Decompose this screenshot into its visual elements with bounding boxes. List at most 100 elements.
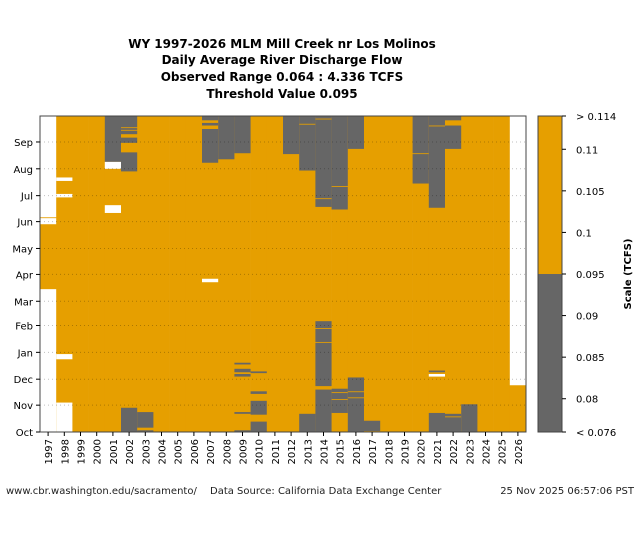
year-column-2016	[347, 116, 365, 432]
colorbar-tick-label: > 0.114	[576, 112, 616, 123]
below-threshold-period-2015	[331, 393, 349, 400]
year-column-2017	[364, 116, 381, 432]
year-column-2019	[396, 116, 413, 432]
colorbar-tick-label: 0.11	[576, 145, 598, 156]
missing-period-2001	[104, 205, 122, 213]
x-tick-label-2022: 2022	[449, 439, 460, 464]
x-tick-label-1999: 1999	[77, 439, 88, 464]
below-threshold-period-2002	[121, 130, 138, 135]
below-threshold-period-2013	[299, 124, 316, 171]
y-tick-label-Mar: Mar	[14, 297, 34, 308]
x-tick-label-2025: 2025	[498, 439, 509, 464]
year-column-2011	[266, 116, 284, 432]
below-threshold-period-2002	[121, 407, 138, 432]
below-threshold-period-2002	[121, 152, 138, 172]
year-column-2003	[137, 116, 154, 432]
y-tick-label-Nov: Nov	[13, 401, 33, 412]
year-column-2024	[477, 116, 494, 432]
below-threshold-period-2007	[202, 122, 219, 126]
x-tick-label-2015: 2015	[336, 439, 347, 464]
below-threshold-period-2017	[364, 420, 381, 432]
y-tick-label-Apr: Apr	[16, 270, 34, 281]
footer-url[interactable]: www.cbr.washington.edu/sacramento/	[6, 486, 197, 497]
colorbar-tick-label: 0.1	[576, 228, 592, 239]
below-threshold-period-2003	[137, 412, 154, 428]
below-threshold-period-2021	[428, 126, 446, 208]
below-threshold-period-2002	[121, 116, 138, 128]
x-tick-label-2005: 2005	[174, 439, 185, 464]
below-threshold-period-2022	[445, 417, 462, 432]
year-column-2013	[299, 116, 316, 432]
x-tick-label-2023: 2023	[465, 439, 476, 464]
colorbar-below	[538, 274, 562, 432]
colorbar: > 0.114 0.11 0.105 0.1 0.095 0.09 0.085 0.08 < 0…	[537, 112, 616, 439]
missing-period-2007	[202, 278, 219, 283]
footer-source: Data Source: California Data Exchange Ce…	[210, 486, 442, 497]
x-tick-label-2004: 2004	[158, 439, 169, 464]
x-tick-label-2013: 2013	[303, 439, 314, 464]
below-threshold-period-2021	[428, 370, 446, 373]
y-axis: Oct Nov Dec Jan Feb Mar Apr May Jun Jul Aug Sep	[12, 138, 40, 439]
missing-period-1997	[40, 116, 57, 218]
y-tick-label-Jul: Jul	[20, 192, 33, 203]
below-threshold-period-2015	[331, 399, 349, 413]
below-threshold-period-2009	[234, 412, 251, 414]
year-column-2023	[461, 116, 478, 432]
below-threshold-period-2014	[315, 199, 332, 207]
x-tick-label-2006: 2006	[190, 439, 201, 464]
year-column-2001	[104, 116, 122, 432]
chart-title: WY 1997-2026 MLM Mill Creek nr Los Molin…	[128, 37, 436, 101]
below-threshold-period-2020	[412, 116, 430, 154]
below-threshold-period-2016	[347, 392, 365, 398]
title-line-2: Daily Average River Discharge Flow	[162, 53, 403, 67]
below-threshold-period-2014	[315, 389, 332, 432]
missing-period-1997	[40, 289, 57, 432]
year-column-2018	[380, 116, 397, 432]
x-tick-label-2020: 2020	[417, 439, 428, 464]
below-threshold-period-2022	[445, 116, 462, 121]
colorbar-tick-label: 0.09	[576, 312, 598, 323]
below-threshold-period-2014	[315, 342, 332, 387]
title-line-1: WY 1997-2026 MLM Mill Creek nr Los Molin…	[128, 37, 436, 51]
below-threshold-period-2010	[250, 391, 268, 394]
title-line-3: Observed Range 0.064 : 4.336 TCFS	[161, 70, 404, 84]
x-tick-label-2002: 2002	[125, 439, 136, 464]
x-tick-label-2014: 2014	[320, 439, 331, 464]
below-threshold-period-2009	[234, 116, 251, 154]
year-column-2009	[234, 116, 251, 432]
missing-period-1998	[56, 354, 73, 360]
below-threshold-period-2010	[250, 371, 268, 374]
colorbar-tick-label: < 0.076	[576, 428, 616, 439]
title-line-4: Threshold Value 0.095	[206, 87, 357, 101]
x-tick-label-2021: 2021	[433, 439, 444, 464]
below-threshold-period-2009	[234, 368, 251, 373]
x-axis: 1997 1998 1999 2000 2001 2002 2003 2004 2005 2006…	[44, 432, 525, 464]
y-tick-label-Oct: Oct	[16, 428, 33, 439]
x-tick-label-1997: 1997	[44, 439, 55, 464]
year-column-2004	[153, 116, 170, 432]
x-tick-label-2024: 2024	[482, 439, 493, 464]
below-threshold-period-2014	[315, 321, 332, 329]
x-tick-label-2007: 2007	[206, 439, 217, 464]
below-threshold-period-2015	[331, 186, 349, 210]
below-threshold-period-2009	[234, 362, 251, 365]
x-tick-label-2009: 2009	[239, 439, 250, 464]
below-threshold-period-2020	[412, 154, 430, 184]
missing-period-2001	[104, 161, 122, 169]
missing-period-1998	[56, 177, 73, 181]
colorbar-tick-label: 0.085	[576, 353, 605, 364]
y-tick-label-May: May	[12, 244, 33, 255]
year-column-2000	[88, 116, 106, 432]
year-column-2022	[445, 116, 462, 432]
x-tick-label-2019: 2019	[401, 439, 412, 464]
footer: www.cbr.washington.edu/sacramento/ Data …	[6, 486, 635, 497]
y-tick-label-Sep: Sep	[14, 138, 33, 149]
y-tick-label-Feb: Feb	[15, 322, 33, 333]
year-column-2006	[185, 116, 203, 432]
below-threshold-period-2002	[121, 137, 138, 143]
heatmap-cells	[40, 116, 527, 432]
x-tick-label-2008: 2008	[222, 439, 233, 464]
below-threshold-period-2009	[234, 373, 251, 377]
below-threshold-period-2021	[428, 116, 446, 126]
below-threshold-period-2009	[234, 430, 251, 432]
